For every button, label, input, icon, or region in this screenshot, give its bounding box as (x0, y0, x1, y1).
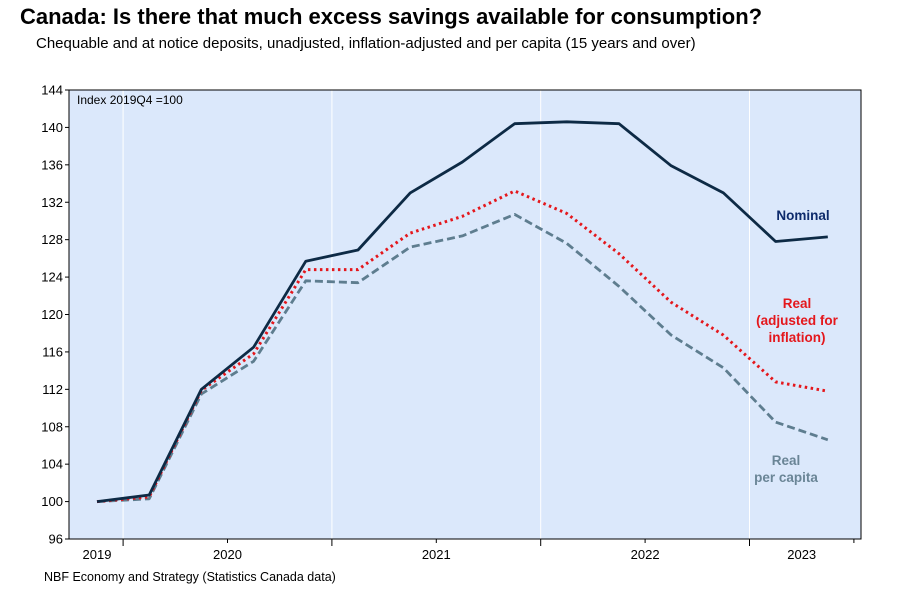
chart-subtitle: Chequable and at notice deposits, unadju… (36, 35, 696, 52)
series-labels: Nominal Real (adjusted for inflation) Real pe… (754, 208, 839, 485)
y-tick-label: 124 (41, 270, 63, 285)
y-tick-label: 140 (41, 120, 63, 135)
series-label: (adjusted for (756, 313, 838, 328)
y-tick-label: 96 (49, 532, 63, 547)
x-tick-label: 2020 (213, 547, 242, 562)
series-lines (96, 120, 829, 504)
y-tick-label: 100 (41, 494, 63, 509)
y-tick-label: 116 (42, 344, 63, 359)
series-label: inflation) (769, 330, 826, 345)
series-label: Nominal (776, 208, 829, 223)
plot-area (69, 90, 861, 539)
series-label: Real (783, 296, 812, 311)
y-tick-label: 136 (41, 157, 63, 172)
series-line-dotted (96, 189, 829, 504)
series-line-dashed (96, 212, 829, 503)
x-tick-label: 2023 (787, 547, 816, 562)
x-tick-label: 2022 (631, 547, 660, 562)
y-tick-label: 144 (41, 83, 63, 98)
series-label: Real (772, 453, 801, 468)
grid-lines (122, 90, 750, 539)
y-tick-label: 120 (41, 307, 63, 322)
y-tick-label: 108 (41, 419, 63, 434)
y-tick-label: 132 (41, 195, 63, 210)
y-tick-label: 104 (41, 457, 63, 472)
source-note: NBF Economy and Strategy (Statistics Can… (44, 570, 336, 584)
axes: 96 100 104 108 112 116 120 124 128 132 136 140 144 20… (41, 83, 862, 562)
index-annotation: Index 2019Q4 =100 (77, 93, 183, 107)
series-label: per capita (754, 470, 818, 485)
x-tick-label: 2019 (83, 547, 112, 562)
y-tick-label: 128 (41, 232, 63, 247)
series-line-solid (96, 120, 828, 503)
x-tick-label: 2021 (422, 547, 451, 562)
chart-title: Canada: Is there that much excess saving… (20, 4, 763, 29)
y-tick-label: 112 (42, 382, 63, 397)
